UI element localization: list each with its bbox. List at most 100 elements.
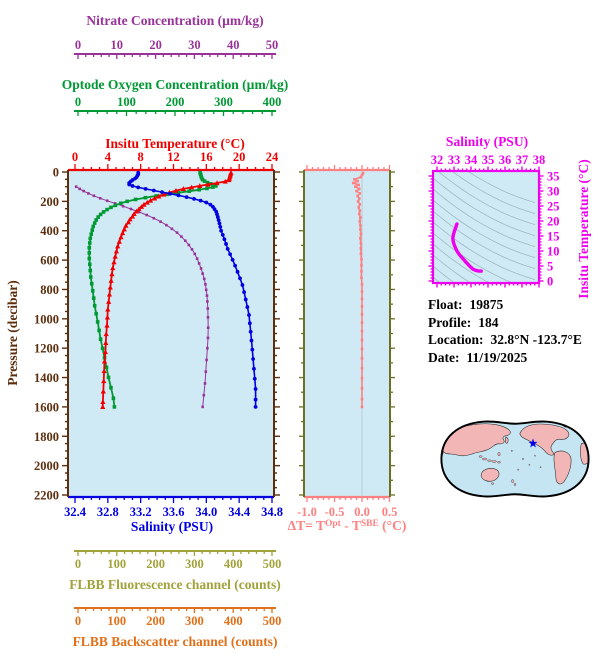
svg-text:200: 200: [40, 195, 59, 209]
svg-text:1200: 1200: [34, 342, 59, 356]
isopycnal-contours: [434, 172, 536, 282]
svg-text:0: 0: [75, 38, 81, 52]
pressure-axis-title: Pressure (decibar): [5, 280, 20, 386]
svg-text:1600: 1600: [34, 400, 59, 414]
fluorescence-axis-title: FLBB Fluorescence channel (counts): [69, 577, 281, 592]
svg-text:35: 35: [547, 170, 560, 184]
svg-text:100: 100: [107, 557, 126, 571]
svg-text:2200: 2200: [34, 489, 59, 503]
svg-text:40: 40: [227, 38, 240, 52]
float-id-value: 19875: [469, 297, 504, 312]
date-value: 11/19/2025: [466, 349, 528, 365]
svg-text:34.0: 34.0: [195, 505, 217, 519]
nitrate-axis-title: Nitrate Concentration (µm/kg): [86, 13, 264, 28]
svg-text:1800: 1800: [34, 430, 59, 444]
svg-text:300: 300: [185, 614, 204, 628]
float-position-star: [528, 438, 538, 448]
svg-text:33.2: 33.2: [130, 505, 152, 519]
svg-text:400: 400: [263, 95, 282, 109]
oxygen-axis: 0 100 200 300 400: [74, 95, 281, 116]
temperature-axis: 0 4 8 12 16 20 24: [72, 150, 279, 170]
svg-text:34.8: 34.8: [261, 505, 283, 519]
ts-curve: [451, 222, 483, 273]
svg-text:32.4: 32.4: [64, 505, 87, 519]
backscatter-axis: 0 100 200 300 400 500: [74, 607, 281, 628]
profile-series-oxygen: [87, 170, 218, 409]
svg-text:300: 300: [214, 95, 233, 109]
svg-text:16: 16: [200, 150, 213, 164]
fluorescence-axis: 0 100 200 300 400 500: [74, 550, 282, 571]
svg-text:600: 600: [40, 254, 59, 268]
svg-text:500: 500: [263, 557, 282, 571]
delta-t-panel: -1.0 -0.5 0.0 0.5: [297, 165, 397, 519]
svg-text:-1.0: -1.0: [297, 505, 317, 519]
svg-text:15: 15: [547, 230, 560, 244]
svg-text:10: 10: [111, 38, 124, 52]
svg-text:5: 5: [547, 260, 553, 274]
svg-text:34.4: 34.4: [228, 505, 251, 519]
svg-text:2000: 2000: [34, 459, 59, 473]
svg-text:20: 20: [547, 215, 560, 229]
svg-text:30: 30: [188, 38, 201, 52]
svg-text:400: 400: [40, 224, 59, 238]
svg-text:35: 35: [482, 153, 495, 167]
svg-text:0.0: 0.0: [354, 505, 370, 519]
profile-series-temperature: [100, 170, 234, 410]
svg-text:4: 4: [105, 150, 112, 164]
date-line: Date: 11/19/2025: [428, 349, 528, 365]
svg-text:20: 20: [233, 150, 246, 164]
svg-text:32.8: 32.8: [97, 505, 119, 519]
nitrate-axis: 0 10 20 30 40 50: [74, 38, 278, 59]
svg-text:0: 0: [75, 95, 81, 109]
svg-text:300: 300: [185, 557, 204, 571]
svg-text:800: 800: [40, 283, 59, 297]
svg-text:200: 200: [166, 95, 185, 109]
svg-text:400: 400: [224, 557, 243, 571]
float-id-line: Float: 19875: [428, 297, 504, 312]
profile-series-salinity: [127, 170, 258, 409]
svg-text:8: 8: [138, 150, 144, 164]
salinity-axis-title: Salinity (PSU): [130, 519, 214, 534]
svg-text:10: 10: [547, 245, 560, 259]
svg-text:50: 50: [266, 38, 279, 52]
map-land: [441, 421, 589, 486]
world-map: [440, 420, 590, 498]
float-info-block: Float: 19875 Profile: 184 Location: 32.8°N …: [428, 296, 582, 366]
svg-text:0: 0: [72, 150, 78, 164]
svg-text:34: 34: [465, 153, 478, 167]
svg-text:36: 36: [499, 153, 512, 167]
location-value: 32.8°N -123.7°E: [490, 332, 582, 347]
svg-text:20: 20: [149, 38, 162, 52]
location-line: Location: 32.8°N -123.7°E: [428, 332, 582, 347]
salinity-axis: 32.4 32.8 33.2 33.6 34.0 34.4 34.8: [64, 497, 283, 519]
ts-temperature-axis-title: Insitu Temperature (°C): [576, 159, 591, 299]
delta-t-axis-title: ΔT= TOpt - TSBE (°C): [287, 518, 407, 533]
svg-text:1000: 1000: [34, 312, 59, 326]
svg-text:-0.5: -0.5: [325, 505, 345, 519]
pressure-axis: 0 200 400 600 800 1000 1200 1400 1600 1800 2000 220…: [34, 166, 280, 503]
svg-text:1400: 1400: [34, 371, 59, 385]
profile-series-nitrate: [74, 185, 210, 409]
backscatter-axis-title: FLBB Backscatter channel (counts): [72, 634, 278, 649]
svg-text:38: 38: [533, 153, 546, 167]
svg-text:400: 400: [224, 614, 243, 628]
ts-salinity-axis-title: Salinity (PSU): [445, 134, 529, 149]
svg-text:0: 0: [547, 275, 553, 289]
oxygen-axis-title: Optode Oxygen Concentration (µm/kg): [61, 77, 289, 92]
svg-text:0.5: 0.5: [382, 505, 398, 519]
delta-t-curve: [351, 171, 365, 409]
svg-text:33.6: 33.6: [163, 505, 185, 519]
profile-value: 184: [478, 314, 499, 330]
svg-text:37: 37: [516, 153, 529, 167]
main-profile-panel: 0200400600800100012001400160018002000220…: [34, 150, 283, 519]
profile-line: Profile: 184: [428, 314, 499, 330]
svg-text:0: 0: [53, 166, 59, 180]
svg-text:100: 100: [107, 614, 126, 628]
svg-text:0: 0: [75, 614, 81, 628]
svg-text:100: 100: [117, 95, 136, 109]
svg-text:25: 25: [547, 200, 560, 214]
svg-text:200: 200: [146, 614, 165, 628]
